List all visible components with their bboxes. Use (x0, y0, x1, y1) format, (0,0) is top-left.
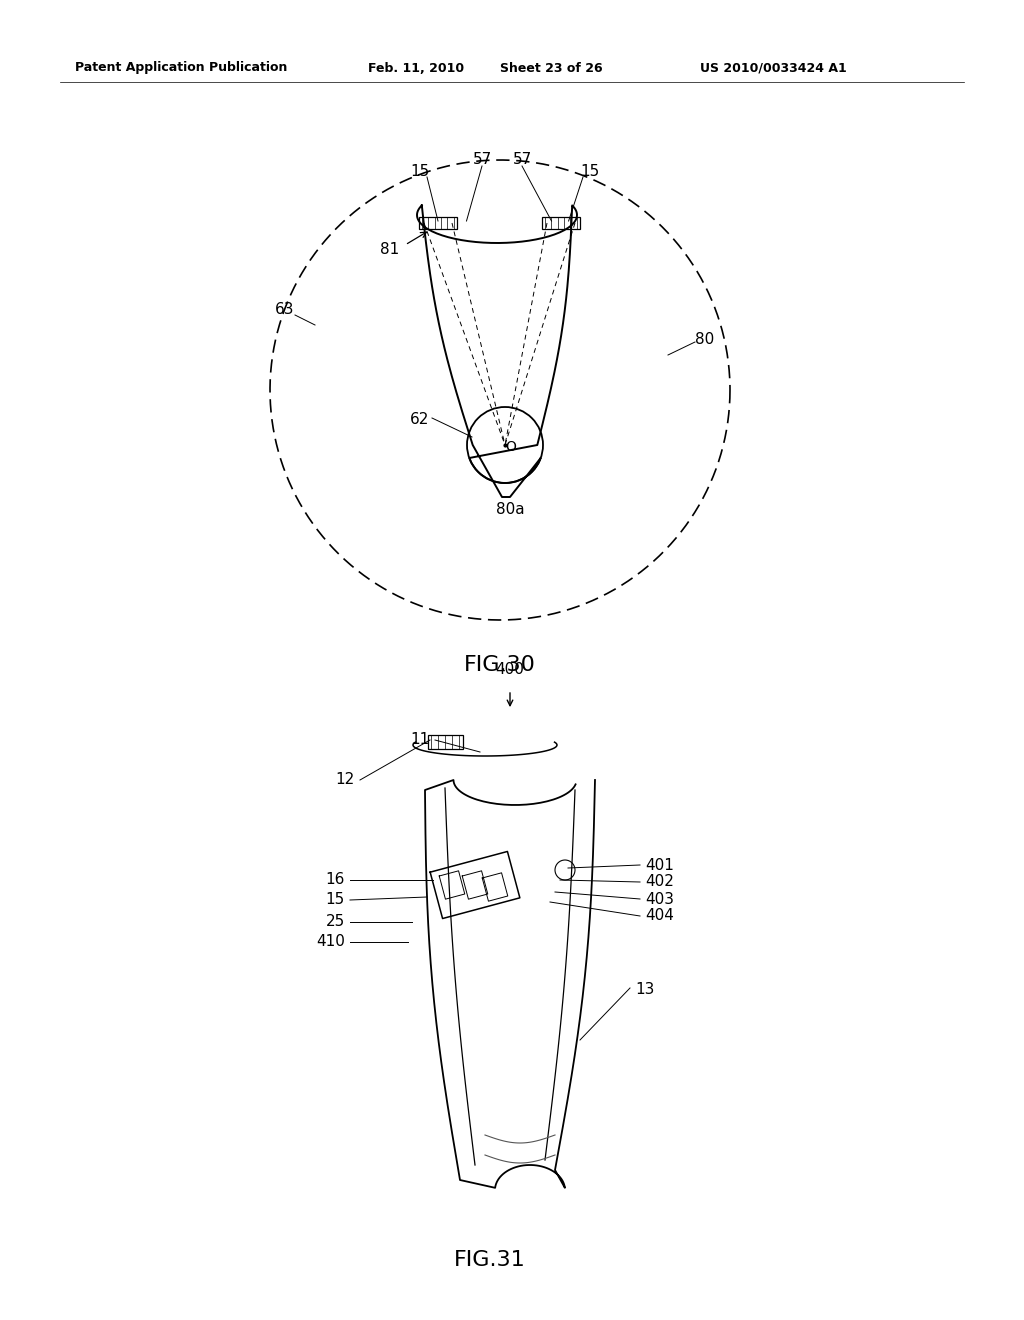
Text: 63: 63 (275, 302, 295, 318)
Text: 80: 80 (695, 333, 715, 347)
Text: 57: 57 (512, 153, 531, 168)
Text: 12: 12 (336, 772, 355, 788)
Text: Sheet 23 of 26: Sheet 23 of 26 (500, 62, 603, 74)
Text: 80a: 80a (496, 503, 524, 517)
Text: O: O (506, 440, 516, 454)
Text: 25: 25 (326, 915, 345, 929)
Text: US 2010/0033424 A1: US 2010/0033424 A1 (700, 62, 847, 74)
Text: 62: 62 (411, 412, 430, 428)
Text: 400: 400 (496, 663, 524, 677)
Text: Feb. 11, 2010: Feb. 11, 2010 (368, 62, 464, 74)
Text: FIG.31: FIG.31 (454, 1250, 526, 1270)
Text: 15: 15 (411, 165, 430, 180)
Text: Patent Application Publication: Patent Application Publication (75, 62, 288, 74)
Text: 15: 15 (581, 165, 600, 180)
Text: FIG.30: FIG.30 (464, 655, 536, 675)
Text: 403: 403 (645, 891, 674, 907)
Text: 13: 13 (635, 982, 654, 998)
Text: 11: 11 (411, 733, 430, 747)
Text: 16: 16 (326, 873, 345, 887)
Text: 57: 57 (472, 153, 492, 168)
Text: 402: 402 (645, 874, 674, 890)
Text: 15: 15 (326, 892, 345, 908)
Text: 401: 401 (645, 858, 674, 873)
Bar (427, 735, 463, 748)
Bar (419, 216, 457, 228)
Bar (542, 216, 580, 228)
Text: 410: 410 (316, 935, 345, 949)
Text: 404: 404 (645, 908, 674, 924)
Text: 81: 81 (380, 243, 399, 257)
